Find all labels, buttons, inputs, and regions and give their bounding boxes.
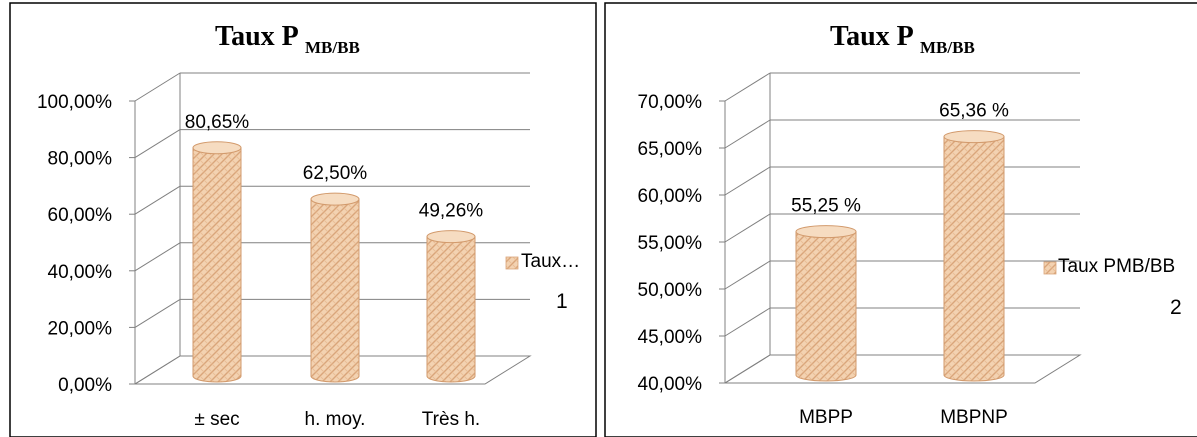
figure-number: 1 (556, 290, 568, 313)
bar-top (943, 130, 1005, 144)
y-tick-label: 70,00% (638, 92, 703, 113)
bar-body (943, 136, 1005, 382)
figure-number: 2 (1170, 296, 1182, 319)
legend-2: Taux PMB/BB (1043, 256, 1175, 277)
gridline-side (724, 72, 771, 102)
bar (795, 225, 857, 382)
panel-border-1 (9, 2, 597, 437)
y-tick-label: 80,00% (48, 149, 113, 170)
chart-title: Taux P (215, 21, 299, 52)
category-label: Très h. (422, 409, 480, 430)
legend-label: Taux PMB/BB (1058, 256, 1175, 277)
bar-body (795, 231, 857, 382)
y-tick-label: 55,00% (638, 233, 703, 254)
gridline-side (724, 166, 771, 196)
category-label: h. moy. (305, 409, 366, 430)
gridline-side (134, 72, 181, 102)
category-label: MBPP (799, 407, 853, 428)
legend-1: Taux… (505, 251, 580, 272)
y-tick-label: 60,00% (48, 205, 113, 226)
data-label: 80,65% (185, 112, 250, 133)
chart-title: Taux P (830, 21, 914, 52)
gridline-side (134, 355, 181, 385)
y-tick-label: 50,00% (638, 280, 703, 301)
gridline-side (724, 213, 771, 243)
bar (192, 141, 242, 383)
bar (426, 230, 476, 383)
y-tick-label: 40,00% (48, 262, 113, 283)
gridline-side (134, 129, 181, 159)
gridline-side (134, 185, 181, 215)
data-label: 55,25 % (791, 196, 861, 217)
panel-border-2 (604, 2, 1197, 437)
bar-top (426, 230, 476, 244)
data-label: 49,26% (419, 201, 484, 222)
bar-top (795, 225, 857, 239)
category-label: MBPNP (940, 407, 1008, 428)
gridline-side (724, 260, 771, 290)
data-label: 62,50% (303, 163, 368, 184)
category-label: ± sec (194, 409, 239, 430)
bar-body (426, 236, 476, 383)
legend-swatch-icon (505, 256, 519, 270)
chart-title-subscript: MB/BB (920, 38, 975, 57)
gridline-side (724, 354, 771, 384)
y-tick-label: 20,00% (48, 318, 113, 339)
plot-area-2: 40,00% 45,00% 50,00% 55,00% 60,00% 65,00% 70,0… (638, 72, 1082, 428)
data-label: 65,36 % (939, 101, 1009, 122)
bar-body (310, 198, 360, 383)
bar-top (192, 141, 242, 155)
y-tick-label: 65,00% (638, 139, 703, 160)
legend-label: Taux… (521, 251, 580, 272)
gridline-side (724, 119, 771, 149)
gridline-side (134, 242, 181, 272)
gridline-side (724, 307, 771, 337)
chart-panel-2: Taux P MB/BB 40,00% 45,00% 50,00% 55,00% 60,… (604, 2, 1197, 437)
bar-top (310, 192, 360, 206)
chart-title-subscript: MB/BB (305, 38, 360, 57)
plot-area-1: 0,00% 20,00% 40,00% 60,00% 80,00% 100,00% 80,6… (37, 72, 532, 430)
floor-plane (723, 354, 1082, 384)
chart-panel-1: Taux P MB/BB 0,00% 20,00% 40,00% 60,00% 80,0… (9, 2, 597, 437)
y-tick-label: 45,00% (638, 327, 703, 348)
bar (310, 192, 360, 383)
bar-body (192, 147, 242, 383)
legend-swatch-icon (1043, 261, 1057, 275)
y-tick-label: 40,00% (638, 374, 703, 395)
y-tick-label: 100,00% (37, 92, 112, 113)
bar (943, 130, 1005, 382)
y-tick-label: 60,00% (638, 186, 703, 207)
y-tick-label: 0,00% (58, 375, 112, 396)
gridline-side (134, 298, 181, 328)
